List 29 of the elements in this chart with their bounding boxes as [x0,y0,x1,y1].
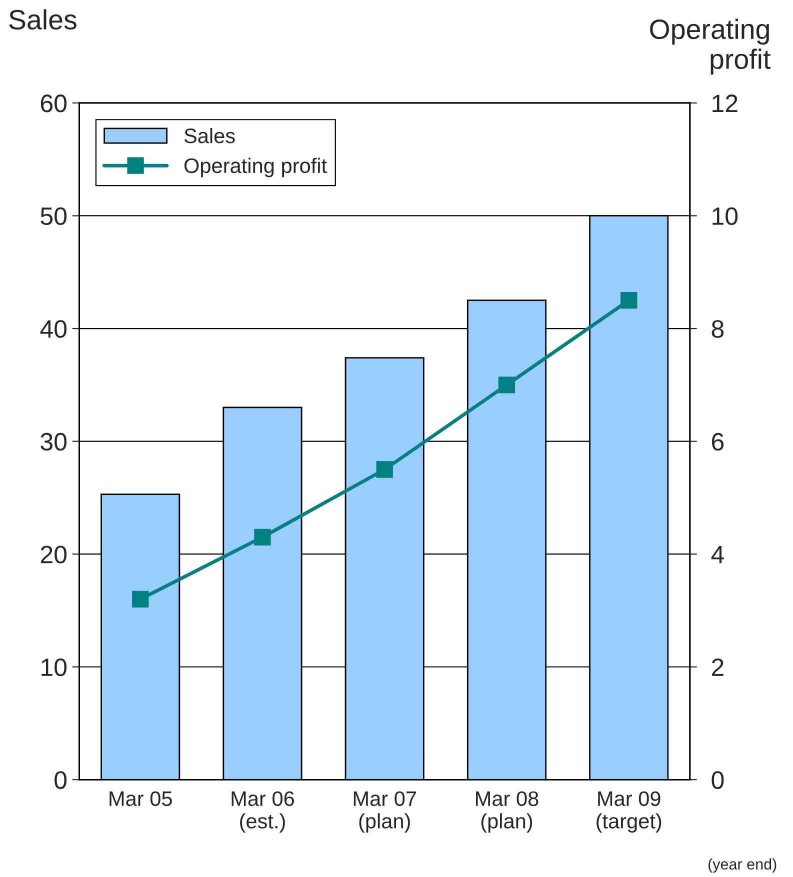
y2-tick-label: 8 [712,320,724,338]
point [254,528,271,546]
y2-tick-label: 4 [711,546,724,564]
y-tick-label: 30 [40,432,67,451]
y-tick-label: 40 [40,320,67,338]
y2-axis-title: Operating profit [650,18,771,75]
text: (year end) [708,858,776,873]
y-tick-label: 10 [42,658,67,676]
y2-tick-label: 2 [712,658,724,676]
y-axis-title: Sales [9,9,76,30]
legend-label: Operating profit [184,158,327,178]
x-tick-label: Mar 09 (target) [596,791,662,833]
x-tick-label: Mar 06 (est.) [232,791,294,833]
point [376,461,393,478]
y-tick-label: 60 [40,94,67,112]
y2-tick-label: 6 [712,432,724,451]
y-tick-label: 0 [54,771,67,789]
y2-tick-label: 12 [712,94,738,112]
point [498,376,516,394]
point [620,292,638,309]
y-tick-label: 50 [40,207,67,226]
y2-tick-label: 0 [712,771,724,789]
y-tick-label: 20 [40,546,67,564]
y2-tick-label: 10 [712,207,738,226]
x-tick-label: Mar 08 (plan) [476,791,538,833]
x-tick-label: Mar 05 [110,791,172,806]
legend-label: Sales [184,128,235,144]
x-tick-label: Mar 07 (plan) [354,791,416,833]
point [132,590,149,608]
